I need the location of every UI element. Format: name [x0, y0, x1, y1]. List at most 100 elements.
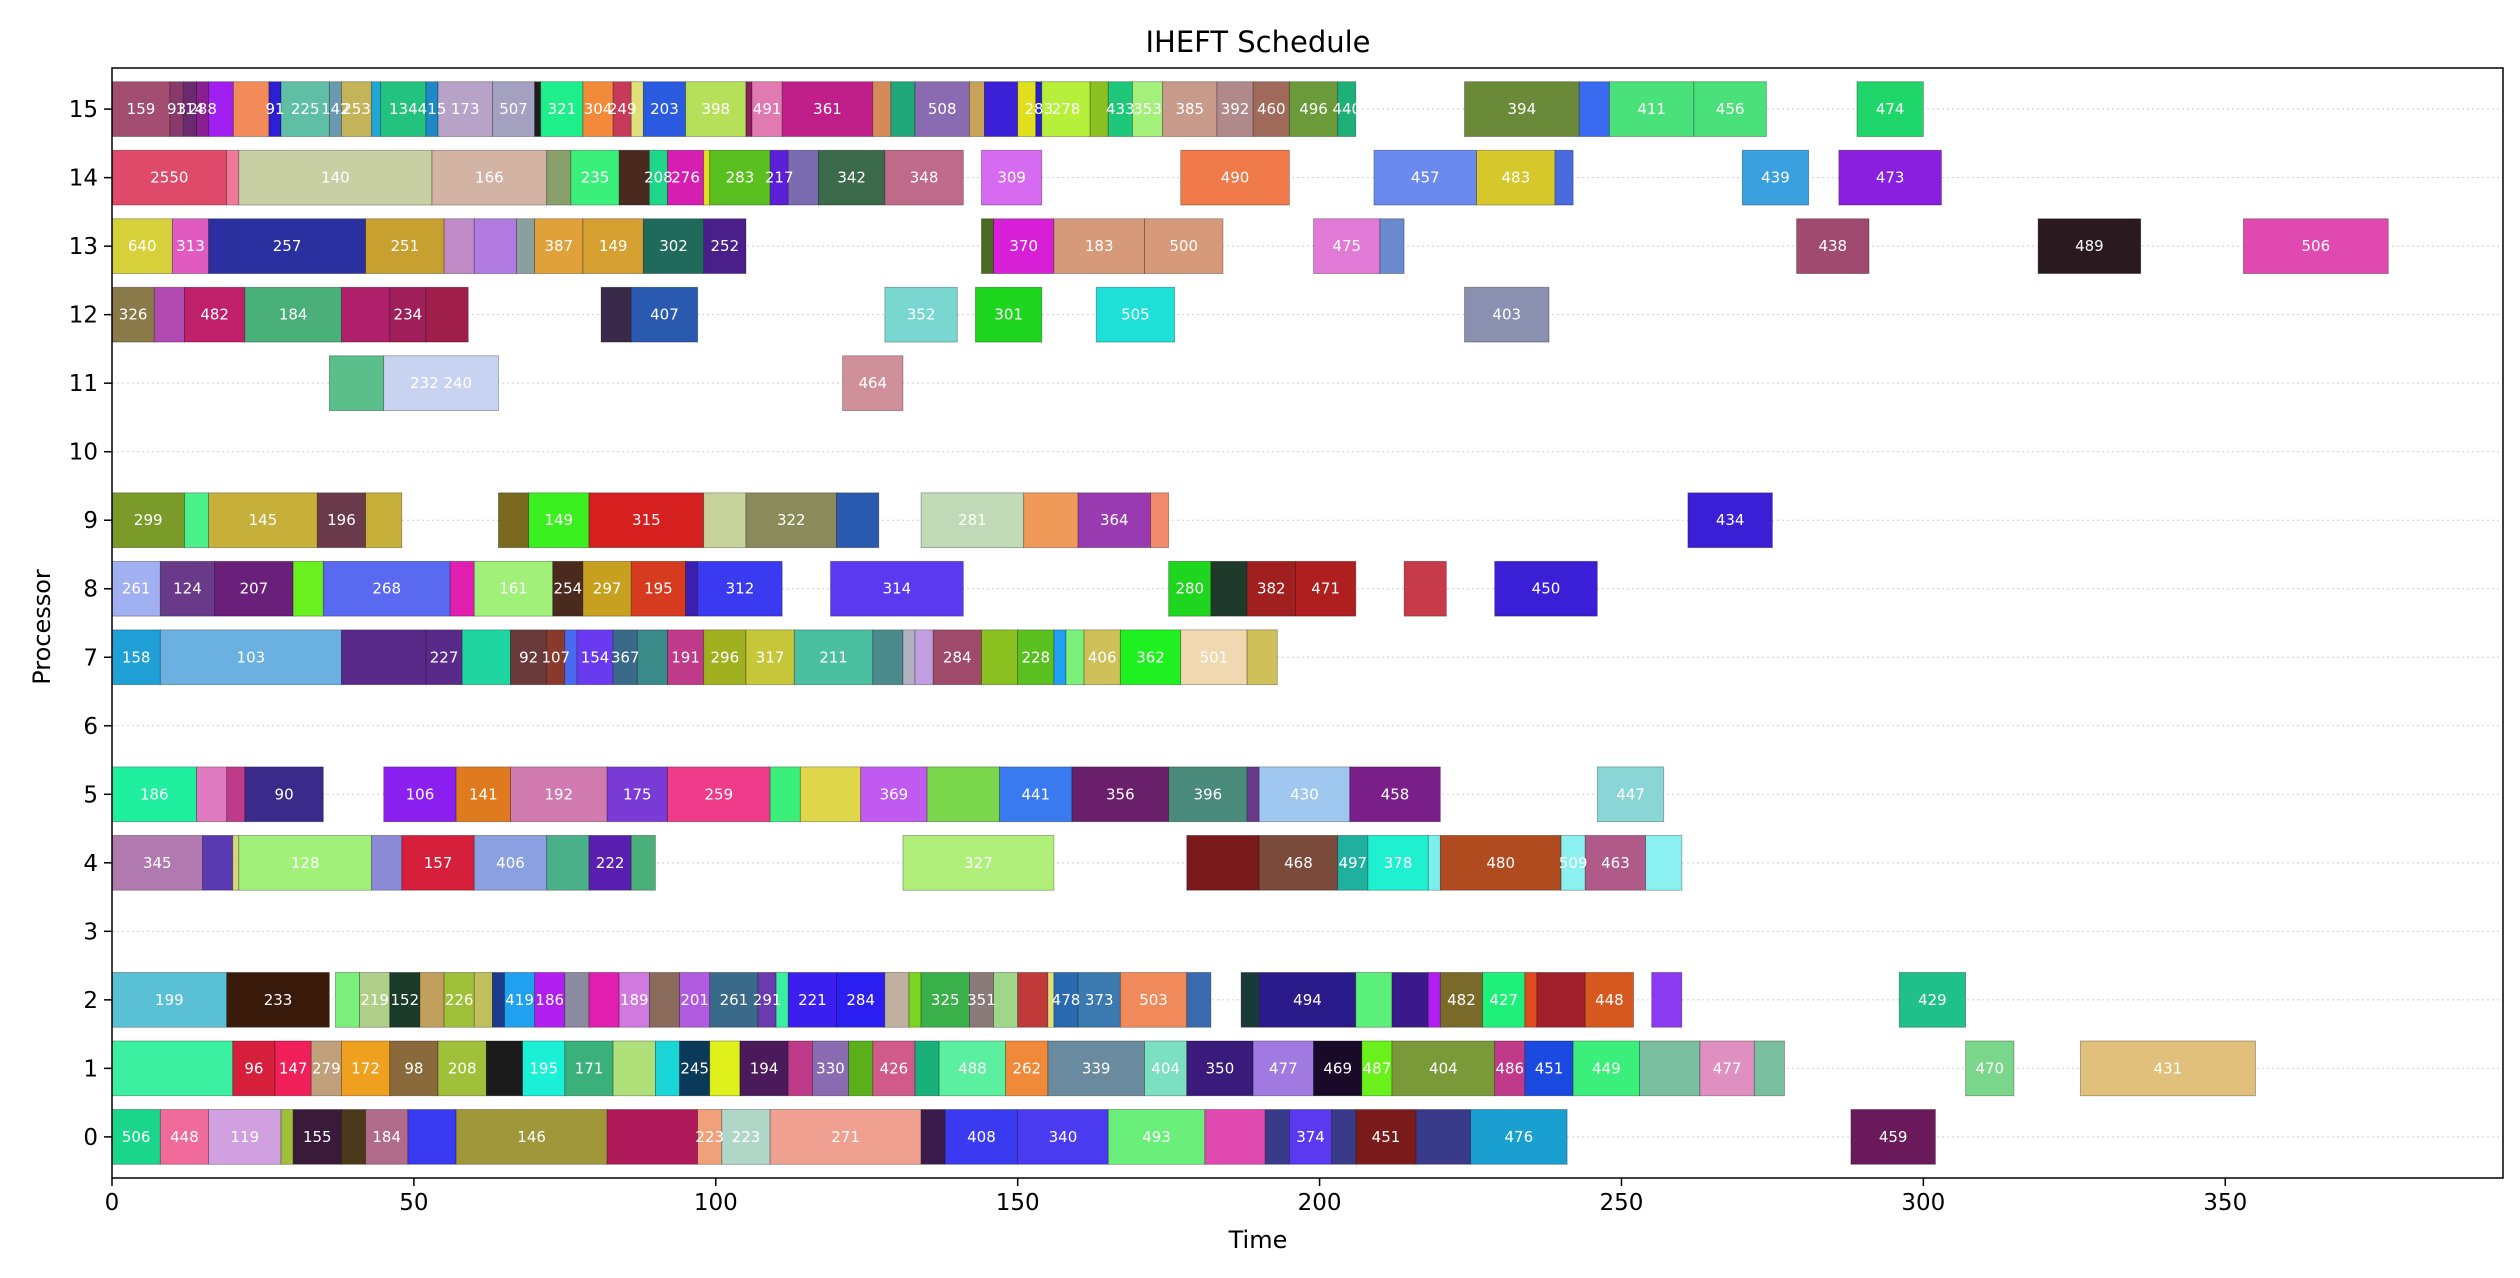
task-bar: [908, 972, 922, 1028]
x-axis-label: Time: [1228, 1226, 1288, 1254]
task-bar: [1560, 835, 1586, 891]
task-bar: [1415, 1109, 1471, 1165]
task-bar: [322, 560, 451, 617]
task-label: 426: [880, 1059, 909, 1077]
task-bar: [944, 1109, 1019, 1165]
task-bar: [679, 972, 711, 1028]
task-bar: [811, 1040, 850, 1097]
task-bar: [449, 560, 475, 617]
task-bar: [1699, 1040, 1755, 1097]
task-label: 142: [321, 100, 350, 118]
task-label: 288: [188, 100, 217, 118]
task-label: 317: [756, 648, 785, 666]
task-bar: [1439, 972, 1483, 1028]
task-bar: [606, 766, 668, 823]
task-bar: [582, 218, 644, 274]
task-bar: [111, 81, 171, 137]
task-bar: [709, 972, 759, 1028]
task-bar: [528, 492, 590, 549]
task-bar: [860, 766, 928, 823]
task-label: 353: [1133, 100, 1162, 118]
task-label: 128: [291, 854, 320, 872]
task-label: 280: [1175, 580, 1204, 598]
task-bar: [1427, 972, 1441, 1028]
task-bar: [1041, 81, 1091, 137]
task-label: 225: [291, 100, 320, 118]
x-tick-label: 350: [2203, 1190, 2247, 1216]
task-bar: [655, 1040, 680, 1097]
task-bar: [703, 149, 711, 206]
task-bar: [630, 286, 699, 343]
task-bar: [884, 286, 958, 343]
task-bar: [1204, 1109, 1266, 1165]
y-tick-label: 4: [83, 851, 98, 877]
task-label: 152: [391, 991, 420, 1009]
task-bar: [709, 1040, 741, 1097]
task-bar: [1391, 1040, 1496, 1097]
task-label: 223: [732, 1128, 761, 1146]
axes: 0 50 100 150 200 250 300 3500123456789101112131…: [69, 97, 2247, 1216]
task-bar: [371, 81, 382, 137]
task-label: 304: [584, 100, 613, 118]
task-bar: [836, 972, 886, 1028]
task-bar: [389, 972, 421, 1028]
x-tick-label: 200: [1298, 1190, 1342, 1216]
task-label: 403: [1492, 306, 1521, 324]
task-bar: [1186, 972, 1212, 1028]
task-label: 471: [1311, 580, 1340, 598]
task-label: 223: [695, 1128, 724, 1146]
task-bar: [226, 149, 240, 206]
task-bar: [473, 835, 548, 891]
task-bar: [781, 81, 874, 137]
task-bar: [196, 766, 228, 823]
task-bar: [679, 1040, 711, 1097]
task-label: 506: [2302, 237, 2331, 255]
task-bar: [1288, 81, 1339, 137]
task-bar: [600, 286, 632, 343]
task-bar: [1240, 972, 1260, 1028]
task-label: 257: [273, 237, 302, 255]
task-bar: [1439, 835, 1562, 891]
task-label: 103: [237, 648, 266, 666]
task-label: 480: [1486, 854, 1515, 872]
task-label: 327: [964, 854, 993, 872]
x-tick-label: 0: [105, 1190, 120, 1216]
task-bar: [111, 835, 203, 891]
task-bar: [111, 286, 155, 343]
task-bar: [975, 286, 1043, 343]
task-bar: [745, 629, 795, 686]
task-bar: [902, 835, 1055, 891]
task-bar: [588, 972, 620, 1028]
task-label: 439: [1761, 169, 1790, 187]
task-bar: [455, 1109, 608, 1165]
task-label: 147: [279, 1059, 308, 1077]
task-bar: [685, 560, 699, 617]
task-bar: [431, 149, 548, 206]
task-label: 201: [680, 991, 709, 1009]
task-bar: [437, 81, 493, 137]
task-label: 350: [1206, 1059, 1235, 1077]
task-bar: [1210, 560, 1248, 617]
task-bar: [1065, 629, 1085, 686]
task-bar: [1476, 149, 1556, 206]
task-label: 245: [680, 1059, 709, 1077]
task-bar: [280, 1109, 294, 1165]
task-label: 299: [134, 511, 163, 529]
task-bar: [1313, 218, 1381, 274]
task-bar: [153, 286, 185, 343]
task-bar: [1186, 1040, 1254, 1097]
task-label: 387: [544, 237, 573, 255]
task-bar: [443, 218, 475, 274]
task-label: 345: [143, 854, 172, 872]
task-label: 500: [1169, 237, 1198, 255]
task-bar: [1023, 492, 1079, 549]
task-label: 227: [430, 648, 459, 666]
task-label: 155: [303, 1128, 332, 1146]
task-label: 477: [1269, 1059, 1298, 1077]
x-tick-label: 250: [1600, 1190, 1644, 1216]
task-bar: [1313, 1040, 1363, 1097]
task-bar: [1403, 560, 1447, 617]
task-bar: [473, 218, 517, 274]
task-bar: [208, 81, 234, 137]
